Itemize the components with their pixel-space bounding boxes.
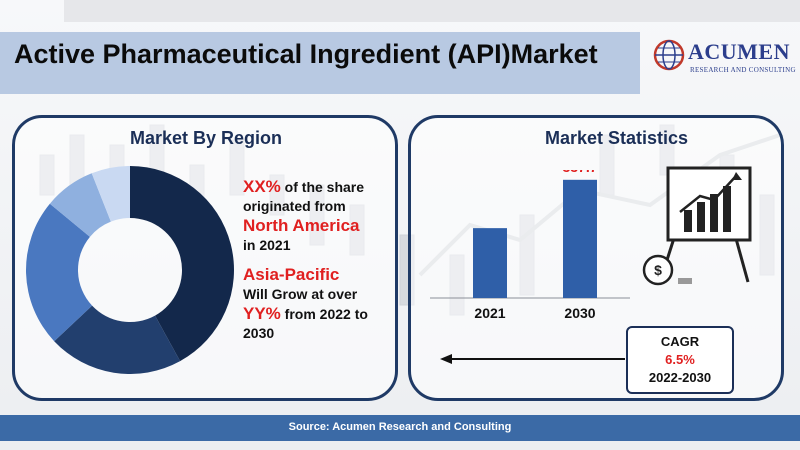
region-summary: XX% of the share originated from North A… xyxy=(243,177,393,343)
growth-region: Asia-Pacific xyxy=(243,265,340,284)
page-title: Active Pharmaceutical Ingredient (API)Ma… xyxy=(14,39,598,69)
logo-name: ACUMEN xyxy=(688,39,790,64)
acumen-logo: ACUMEN RESEARCH AND CONSULTING xyxy=(652,36,796,86)
share-text: of the share originated from xyxy=(243,179,365,214)
logo-subtitle: RESEARCH AND CONSULTING xyxy=(690,66,796,74)
svg-text:$: $ xyxy=(654,262,662,278)
x-tick-label: 2030 xyxy=(564,305,595,320)
cagr-value: 6.5% xyxy=(665,352,695,367)
title-band xyxy=(0,32,640,94)
globe-icon xyxy=(653,39,685,71)
top-strip xyxy=(64,0,800,22)
share-year: in 2021 xyxy=(243,237,291,253)
share-region: North America xyxy=(243,216,360,235)
source-text: Source: Acumen Research and Consulting xyxy=(288,421,512,433)
cagr-box: CAGR 6.5% 2022-2030 xyxy=(626,326,734,394)
growth-text: Will Grow at over xyxy=(243,286,358,302)
donut-slice-5 xyxy=(91,166,130,222)
cagr-label: CAGR xyxy=(660,334,700,349)
footer: Source: Acumen Research and Consulting xyxy=(0,415,800,441)
region-donut-chart xyxy=(25,166,235,375)
donut-slice-4 xyxy=(49,173,111,237)
cagr-period: 2022-2030 xyxy=(648,370,712,385)
donut-slice-1 xyxy=(130,166,235,362)
timeline-arrow xyxy=(440,354,625,364)
donut-slice-2 xyxy=(54,305,181,375)
bar-2030 xyxy=(563,179,597,298)
donut-slice-3 xyxy=(25,203,93,342)
growth-chart-easel-icon: $ xyxy=(642,166,752,286)
share-value: XX% xyxy=(243,177,281,196)
market-bar-chart: 2021 2030 337.7 xyxy=(430,170,630,320)
growth-value: YY% xyxy=(243,304,281,323)
x-tick-label: 2021 xyxy=(474,305,505,320)
bar-value-label: 337.7 xyxy=(562,170,597,175)
growth-period: from 2022 to 2030 xyxy=(243,306,368,341)
bar-2021 xyxy=(473,228,507,298)
region-title: Market By Region xyxy=(130,128,283,148)
stats-title: Market Statistics xyxy=(545,128,689,148)
